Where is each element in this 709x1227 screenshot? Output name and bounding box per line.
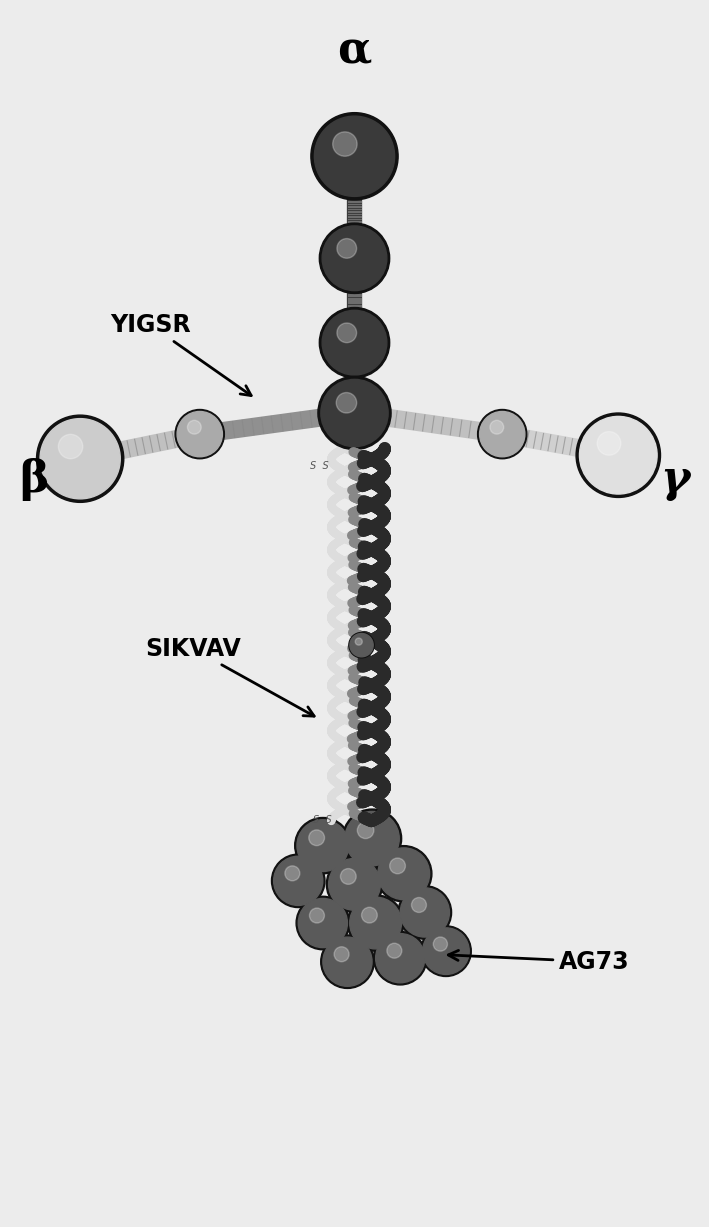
Circle shape [345, 811, 399, 866]
Circle shape [175, 410, 224, 459]
Circle shape [314, 117, 395, 196]
Circle shape [576, 413, 661, 497]
Circle shape [337, 323, 357, 342]
Circle shape [342, 809, 401, 869]
Circle shape [320, 935, 374, 989]
Circle shape [319, 308, 390, 378]
Circle shape [322, 226, 387, 291]
Text: S  S: S S [310, 461, 329, 471]
Circle shape [433, 937, 447, 951]
Circle shape [357, 822, 374, 838]
Circle shape [398, 886, 452, 939]
Text: α: α [337, 29, 372, 72]
Circle shape [347, 894, 403, 951]
Circle shape [401, 888, 450, 937]
Circle shape [355, 638, 362, 645]
Circle shape [319, 223, 390, 293]
Circle shape [387, 944, 402, 958]
Circle shape [40, 418, 121, 499]
Circle shape [295, 817, 351, 874]
Circle shape [479, 411, 525, 456]
Circle shape [274, 856, 323, 906]
Circle shape [490, 421, 503, 434]
Circle shape [322, 310, 387, 375]
Circle shape [337, 238, 357, 258]
Circle shape [309, 829, 325, 845]
Circle shape [321, 379, 388, 447]
Circle shape [362, 907, 377, 923]
Circle shape [311, 113, 398, 200]
Circle shape [411, 897, 426, 913]
Circle shape [390, 858, 406, 874]
Circle shape [350, 633, 373, 656]
Circle shape [334, 947, 349, 962]
Circle shape [272, 854, 325, 908]
Circle shape [374, 931, 427, 985]
Circle shape [333, 131, 357, 156]
Circle shape [187, 421, 201, 434]
Text: AG73: AG73 [448, 950, 629, 974]
Circle shape [350, 897, 401, 948]
Circle shape [328, 859, 381, 910]
Text: SIKVAV: SIKVAV [145, 637, 314, 717]
Circle shape [37, 415, 124, 502]
Circle shape [579, 416, 657, 494]
Circle shape [310, 908, 325, 923]
Circle shape [420, 926, 471, 977]
Text: β: β [20, 459, 49, 502]
Circle shape [285, 866, 300, 881]
Circle shape [378, 848, 430, 899]
Circle shape [478, 410, 527, 459]
Circle shape [376, 845, 432, 902]
Text: γ: γ [660, 459, 689, 502]
Circle shape [597, 432, 621, 455]
Circle shape [296, 896, 350, 950]
Circle shape [177, 411, 223, 456]
Text: S  S: S S [313, 815, 333, 825]
Circle shape [298, 898, 347, 947]
Circle shape [323, 937, 372, 987]
Circle shape [297, 820, 349, 871]
Circle shape [423, 928, 469, 974]
Circle shape [58, 434, 83, 459]
Circle shape [349, 632, 374, 658]
Circle shape [340, 869, 356, 885]
Text: YIGSR: YIGSR [110, 313, 251, 395]
Circle shape [326, 856, 383, 913]
Circle shape [336, 393, 357, 413]
Circle shape [376, 934, 425, 983]
Circle shape [318, 377, 391, 449]
